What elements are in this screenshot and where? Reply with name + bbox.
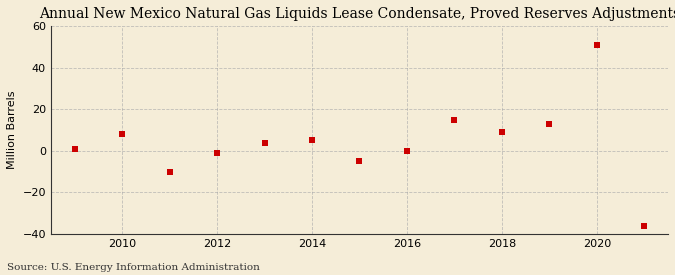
Point (70, 147, 80, 151)
Point (402, 149, 412, 153)
Point (354, 159, 365, 163)
Text: Source: U.S. Energy Information Administration: Source: U.S. Energy Information Administ… (7, 263, 260, 272)
Point (306, 138, 317, 143)
Point (212, 151, 223, 155)
Point (497, 130, 508, 134)
Point (544, 122, 555, 126)
Point (164, 169, 175, 174)
Point (259, 140, 270, 145)
Point (591, 43, 602, 47)
Point (117, 132, 128, 136)
Title: Annual New Mexico Natural Gas Liquids Lease Condensate, Proved Reserves Adjustme: Annual New Mexico Natural Gas Liquids Le… (39, 7, 675, 21)
Point (639, 224, 650, 228)
Point (449, 117, 460, 122)
Y-axis label: Million Barrels: Million Barrels (7, 91, 17, 169)
